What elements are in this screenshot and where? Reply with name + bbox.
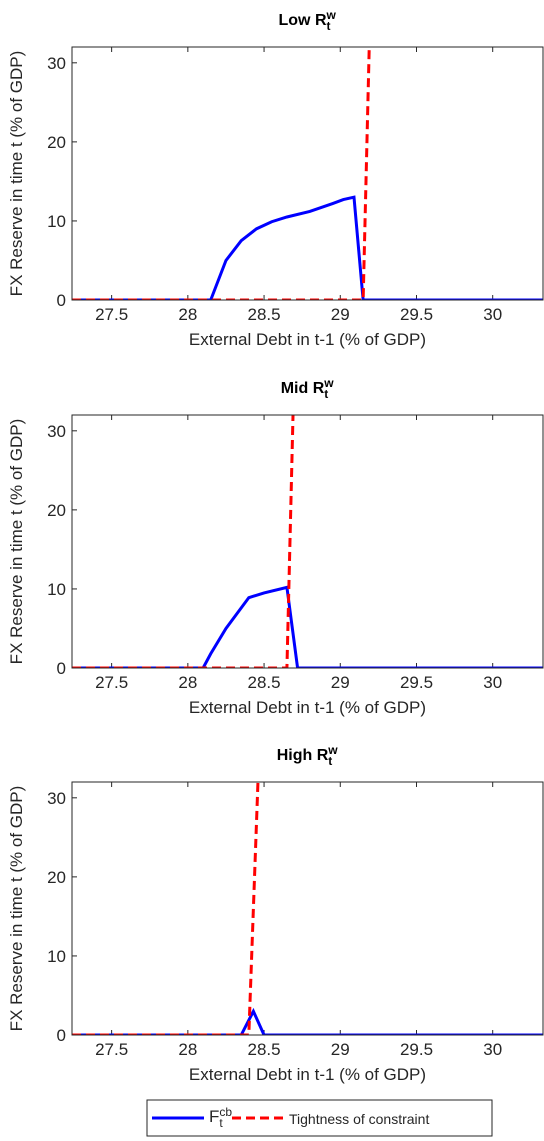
- series-line: [72, 415, 295, 668]
- text: Mid Rw t: [281, 376, 335, 401]
- superscript: w: [323, 376, 334, 390]
- text: Fcb t: [209, 1105, 232, 1130]
- y-tick-label: 30: [47, 789, 66, 808]
- series-line: [72, 1007, 543, 1035]
- plot-area: [72, 782, 543, 1035]
- x-tick-label: 29: [331, 1040, 350, 1059]
- y-tick-label: 20: [47, 868, 66, 887]
- scripted-text: Low Rw t: [279, 8, 337, 33]
- x-tick-label: 28.5: [248, 1040, 281, 1059]
- x-tick-label: 30: [483, 305, 502, 324]
- text: High Rw t: [277, 743, 339, 768]
- x-tick-label: 29: [331, 673, 350, 692]
- axes-box: [71, 46, 544, 301]
- base-text: High R: [277, 747, 329, 764]
- x-axis-label: External Debt in t-1 (% of GDP): [189, 1065, 426, 1084]
- legend-label: Tightness of constraint: [289, 1111, 429, 1127]
- x-tick-label: 27.5: [95, 673, 128, 692]
- series-line: [72, 585, 543, 668]
- x-tick-label: 29.5: [400, 673, 433, 692]
- x-tick-label: 30: [483, 673, 502, 692]
- plot-area: [72, 415, 543, 668]
- legend-box: [146, 1099, 493, 1137]
- base-text: Low R: [279, 12, 327, 29]
- y-tick-label: 0: [57, 291, 66, 310]
- base-text: F: [209, 1107, 219, 1126]
- scripted-text: Fcb t: [209, 1105, 232, 1130]
- y-tick-label: 10: [47, 580, 66, 599]
- y-tick-label: 0: [57, 659, 66, 678]
- superscript: w: [326, 8, 337, 22]
- x-tick-label: 29.5: [400, 1040, 433, 1059]
- y-tick-label: 20: [47, 133, 66, 152]
- y-tick-label: 30: [47, 54, 66, 73]
- x-tick-label: 28: [178, 1040, 197, 1059]
- x-tick-label: 28: [178, 673, 197, 692]
- text: Low Rw t: [279, 8, 337, 33]
- x-tick-label: 28.5: [248, 673, 281, 692]
- x-tick-label: 28.5: [248, 305, 281, 324]
- superscript: cb: [219, 1105, 232, 1119]
- x-axis-label: External Debt in t-1 (% of GDP): [189, 698, 426, 717]
- y-axis-label: FX Reserve in time t (% of GDP): [7, 51, 26, 297]
- x-tick-label: 28: [178, 305, 197, 324]
- subscript: t: [328, 754, 332, 768]
- y-axis-label: FX Reserve in time t (% of GDP): [7, 786, 26, 1032]
- y-tick-label: 20: [47, 501, 66, 520]
- x-tick-label: 27.5: [95, 1040, 128, 1059]
- scripted-text: High Rw t: [277, 743, 339, 768]
- subscript: t: [324, 387, 328, 401]
- x-axis-label: External Debt in t-1 (% of GDP): [189, 330, 426, 349]
- y-tick-label: 10: [47, 212, 66, 231]
- y-tick-label: 10: [47, 947, 66, 966]
- series-line: [72, 195, 543, 300]
- scripted-text: Mid Rw t: [281, 376, 335, 401]
- plot-area: [72, 47, 543, 300]
- y-tick-label: 0: [57, 1026, 66, 1045]
- y-tick-label: 30: [47, 422, 66, 441]
- y-axis-label: FX Reserve in time t (% of GDP): [7, 419, 26, 665]
- x-tick-label: 29: [331, 305, 350, 324]
- x-tick-label: 27.5: [95, 305, 128, 324]
- x-tick-label: 30: [483, 1040, 502, 1059]
- axes-box: [71, 414, 544, 669]
- subscript: t: [219, 1116, 223, 1130]
- x-tick-label: 29.5: [400, 305, 433, 324]
- axes-box: [71, 781, 544, 1036]
- base-text: Mid R: [281, 380, 325, 397]
- subscript: t: [327, 19, 331, 33]
- superscript: w: [327, 743, 338, 757]
